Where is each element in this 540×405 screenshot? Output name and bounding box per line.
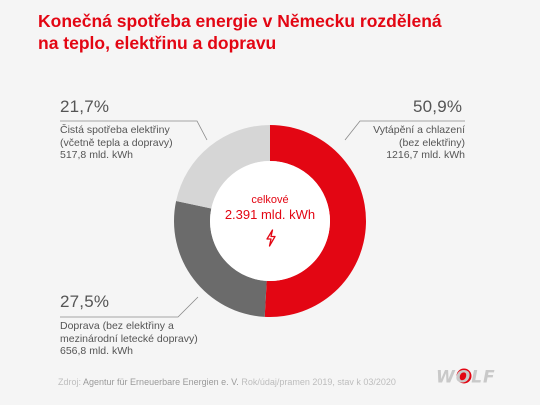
transport-leader-line — [60, 296, 199, 318]
chart-title-line-1: Konečná spotřeba energie v Německu rozdě… — [38, 11, 442, 31]
electricity-slice — [176, 125, 270, 209]
transport-value: 656,8 mld. kWh — [60, 345, 133, 357]
transport-label-line-2: mezinárodní letecké dopravy) — [60, 332, 198, 345]
total-value: 2.391 mld. kWh — [224, 207, 316, 222]
electricity-label-line-1: Čistá spotřeba elektřiny — [60, 124, 170, 136]
heat-leader-line — [344, 120, 465, 141]
source-note: Rok/údaj/pramen 2019, stav k 03/2020 — [241, 377, 396, 387]
source-name: Agentur für Erneuerbare Energien e. V. — [83, 377, 239, 387]
electricity-value: 517,8 mld. kWh — [60, 149, 133, 161]
source-footer: Zdroj: Agentur für Erneuerbare Energien … — [58, 377, 396, 387]
electricity-label-line-2: (včetně tepla a dopravy) — [60, 136, 173, 149]
total-label: celkové — [251, 194, 289, 206]
leader-lines — [60, 120, 465, 318]
donut-slices — [174, 125, 366, 317]
heat-label-line-2: (bez elektřiny) — [399, 136, 465, 149]
electricity-leader-line — [60, 120, 208, 141]
heat-description: Vytápění a chlazení (bez elektřiny) 1216… — [330, 124, 465, 162]
transport-slice — [174, 200, 267, 317]
source-prefix: Zdroj: — [58, 377, 82, 387]
electricity-description: Čistá spotřeba elektřiny (včetně tepla a… — [60, 124, 173, 162]
lightning-bolt-icon — [266, 229, 276, 247]
transport-label-line-1: Doprava (bez elektřiny a — [60, 320, 174, 332]
chart-title-line-2: na teplo, elektřinu a dopravu — [38, 33, 277, 53]
donut-hole — [210, 161, 330, 281]
logo-red-dot — [456, 368, 472, 384]
wolf-logo: WOLF — [436, 368, 496, 388]
chart-title: Konečná spotřeba energie v Německu rozdě… — [38, 10, 458, 54]
heat-label-line-1: Vytápění a chlazení — [373, 124, 465, 136]
heat-slice — [264, 125, 366, 317]
transport-description: Doprava (bez elektřiny a mezinárodní let… — [60, 320, 198, 358]
electricity-percent: 21,7% — [60, 97, 110, 116]
total-center-label: celkové 2.391 mld. kWh — [205, 193, 335, 223]
heat-percent: 50,9% — [413, 97, 463, 116]
logo-text: WOLF — [436, 368, 496, 388]
heat-value: 1216,7 mld. kWh — [386, 149, 465, 161]
transport-percent: 27,5% — [60, 292, 110, 311]
